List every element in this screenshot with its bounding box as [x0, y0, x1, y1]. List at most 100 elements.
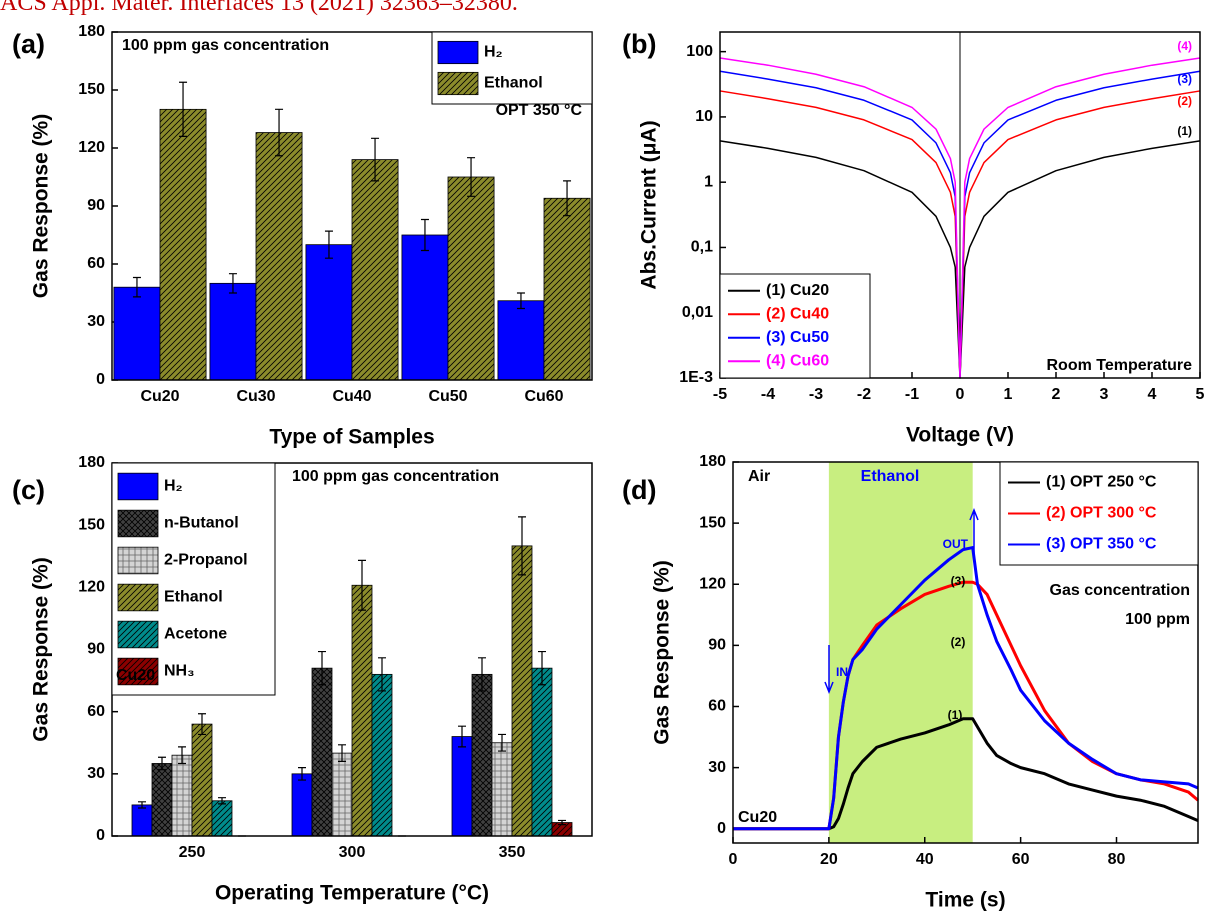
- error-bar: [318, 650, 326, 686]
- error-bar: [371, 137, 380, 182]
- error-bar: [518, 516, 526, 576]
- legend-label: (1) OPT 250 °C: [1046, 474, 1157, 491]
- x-tick-label: 40: [916, 851, 934, 868]
- bar: [491, 742, 513, 837]
- x-tick-label: 60: [1012, 851, 1030, 868]
- x-tick-label: 250: [179, 844, 206, 861]
- bar: [351, 159, 399, 381]
- legend-label: Acetone: [164, 626, 227, 643]
- out-arrow: [969, 507, 979, 560]
- x-tick-label: -5: [713, 386, 727, 403]
- x-tick-label: -2: [857, 386, 871, 403]
- legend-label: (1) Cu20: [766, 282, 829, 299]
- panel-label: (c): [12, 475, 45, 505]
- annotation: Cu20: [116, 667, 155, 684]
- error-bar: [467, 157, 476, 197]
- bar: [531, 667, 553, 837]
- legend-swatch: [117, 472, 159, 501]
- y-tick-label: 0,1: [691, 239, 713, 256]
- panel-label: (d): [622, 475, 656, 505]
- y-tick-label: 90: [708, 637, 726, 654]
- error-bar: [138, 801, 146, 809]
- legend-label: (2) Cu40: [766, 305, 829, 322]
- annotation: Air: [748, 468, 770, 485]
- x-tick-label: -4: [761, 386, 775, 403]
- y-tick-label: 60: [87, 255, 105, 272]
- annotation: 100 ppm gas concentration: [122, 37, 329, 54]
- annotation: IN: [836, 665, 848, 679]
- y-tick-label: 120: [699, 575, 726, 592]
- annotation: (3): [951, 574, 966, 588]
- error-bar: [563, 180, 572, 217]
- annotation: (2): [1177, 94, 1192, 108]
- y-tick-label: 1E-3: [679, 369, 713, 386]
- x-tick-label: Cu50: [428, 388, 467, 405]
- annotation: (1): [948, 708, 963, 722]
- y-tick-label: 120: [78, 139, 105, 156]
- error-bar: [498, 733, 506, 752]
- plot-frame: [719, 31, 1201, 379]
- bar: [447, 176, 495, 381]
- y-tick-label: 90: [87, 641, 105, 658]
- legend-label: Ethanol: [484, 75, 543, 92]
- error-bar: [538, 650, 546, 686]
- error-bar: [478, 657, 486, 692]
- bar: [131, 804, 153, 837]
- annotation: 100 ppm gas concentration: [292, 468, 499, 485]
- bar: [543, 197, 591, 381]
- error-bar: [228, 273, 237, 294]
- error-bar: [179, 81, 188, 137]
- y-axis-title: Gas Response (%): [30, 114, 53, 298]
- plot-frame: [732, 461, 1199, 844]
- bar: [113, 286, 161, 381]
- bar: [209, 282, 257, 381]
- x-tick-label: Cu20: [140, 388, 179, 405]
- x-tick-label: 4: [1148, 386, 1157, 403]
- bar: [291, 773, 313, 837]
- x-tick-label: 0: [956, 386, 965, 403]
- y-tick-label: 180: [78, 23, 105, 40]
- x-tick-label: Cu40: [332, 388, 371, 405]
- bar: [191, 723, 213, 837]
- y-tick-label: 100: [686, 43, 713, 60]
- y-axis-title: Abs.Current (μA): [638, 120, 661, 289]
- annotation: (1): [1177, 124, 1192, 138]
- x-tick-label: 0: [729, 851, 738, 868]
- legend-label: (3) OPT 350 °C: [1046, 536, 1157, 553]
- y-axis-title: Gas Response (%): [651, 560, 674, 744]
- bar: [331, 752, 353, 837]
- y-tick-label: 180: [699, 453, 726, 470]
- error-bar: [358, 559, 366, 611]
- bar: [471, 673, 493, 837]
- annotation: (4): [1177, 39, 1192, 53]
- bar: [151, 763, 173, 837]
- bar: [351, 584, 373, 837]
- error-bar: [378, 657, 386, 692]
- legend-label: (4) Cu60: [766, 352, 829, 369]
- bar: [401, 234, 449, 381]
- x-axis-title: Type of Samples: [269, 426, 434, 449]
- y-tick-label: 0: [96, 827, 105, 844]
- y-tick-label: 0: [96, 371, 105, 388]
- y-tick-label: 150: [699, 514, 726, 531]
- annotation: Gas concentration: [1050, 582, 1190, 599]
- bar: [255, 132, 303, 381]
- error-bar: [275, 108, 284, 157]
- legend-label: NH₃: [164, 663, 195, 680]
- y-tick-label: 0: [717, 820, 726, 837]
- legend-swatch: [117, 583, 159, 612]
- bar: [497, 300, 545, 381]
- y-tick-label: 90: [87, 197, 105, 214]
- error-bar: [158, 756, 166, 771]
- legend-swatch: [117, 657, 159, 686]
- x-tick-label: 5: [1196, 386, 1205, 403]
- x-tick-label: Cu30: [236, 388, 275, 405]
- legend-label: H₂: [164, 478, 183, 495]
- error-bar: [298, 767, 306, 781]
- error-bar: [324, 230, 333, 259]
- x-tick-label: 80: [1108, 851, 1126, 868]
- y-axis-title: Gas Response (%): [30, 557, 53, 741]
- bar: [211, 800, 233, 837]
